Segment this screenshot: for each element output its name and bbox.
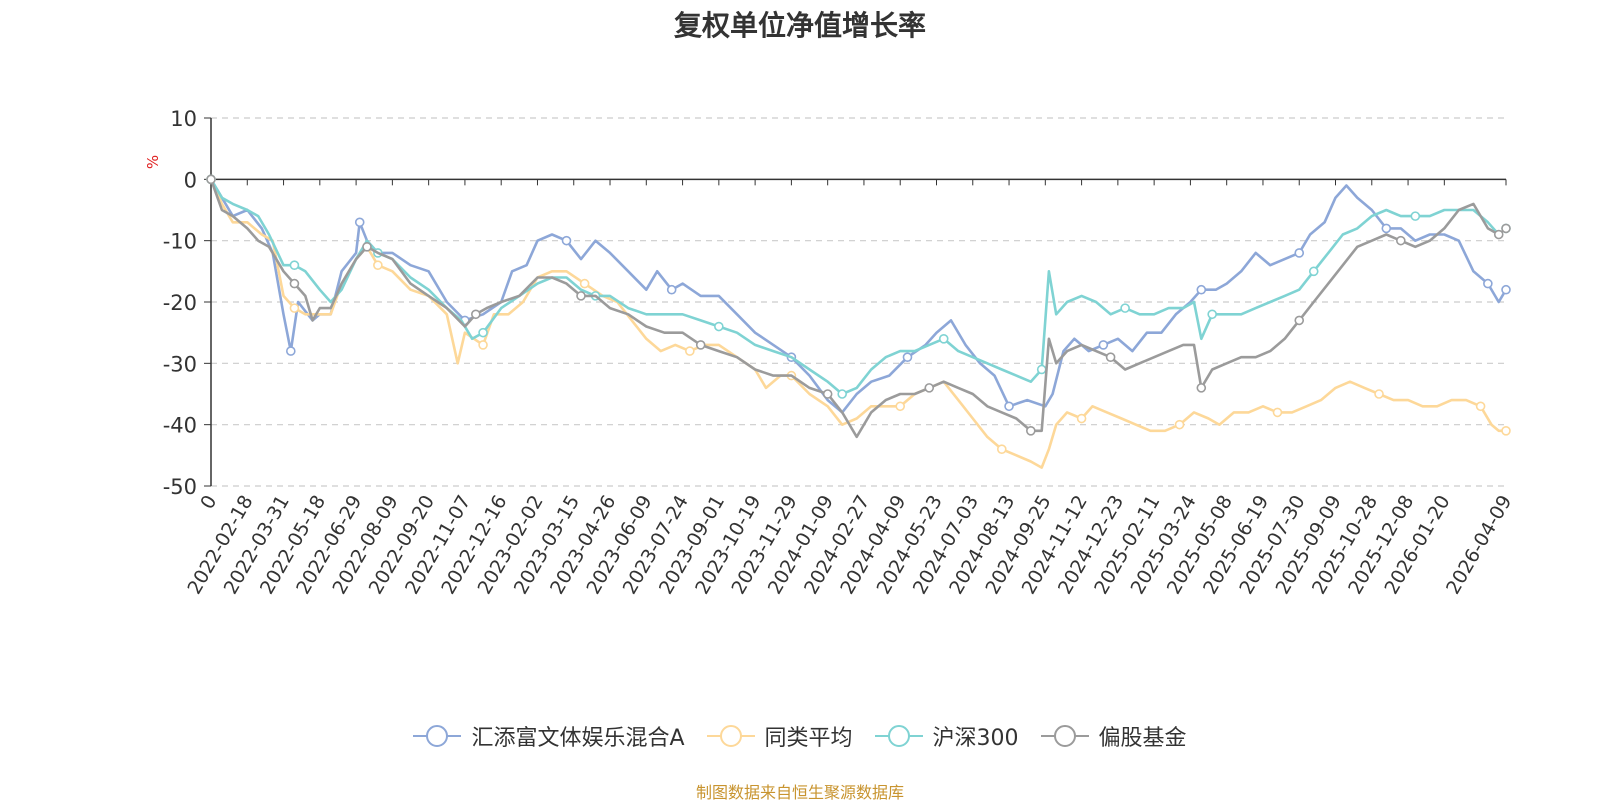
grid-layer <box>211 117 1506 487</box>
series-point <box>1501 425 1511 436</box>
series-point <box>822 389 833 399</box>
series-point <box>1272 407 1283 418</box>
series-point <box>286 346 296 356</box>
series-point <box>289 278 300 289</box>
series-point <box>478 327 488 338</box>
series-point <box>1396 235 1406 246</box>
series-point <box>1374 389 1384 399</box>
series-point <box>1294 315 1305 326</box>
series-point <box>1120 303 1130 313</box>
y-tick-label: -40 <box>163 414 197 438</box>
series-point <box>579 278 590 289</box>
legend-line-icon <box>1040 725 1089 747</box>
series-point <box>1196 383 1207 393</box>
series-point <box>1004 401 1014 412</box>
axes-layer: 100-10-20-30-40-5002022-02-182022-03-312… <box>163 107 1517 598</box>
series-peer-average-line <box>209 178 1506 469</box>
series-point <box>289 260 300 271</box>
series-point <box>695 340 706 350</box>
series-point <box>685 346 695 356</box>
series-point <box>1501 223 1511 234</box>
legend-item-equity-fund[interactable]: 偏股基金 <box>1040 720 1187 752</box>
series-point <box>895 401 906 412</box>
series-point <box>1207 309 1217 320</box>
series-point <box>1174 419 1185 430</box>
series-point <box>478 340 488 350</box>
chart-plot: 100-10-20-30-40-5002022-02-182022-03-312… <box>144 107 1517 598</box>
series-point <box>1105 352 1116 363</box>
series-point <box>289 303 300 313</box>
legend-label: 偏股基金 <box>1098 726 1187 751</box>
legend-label: 同类平均 <box>764 726 853 751</box>
series-point <box>561 235 572 246</box>
series-equity-fund-line <box>209 178 1507 439</box>
legend-line-icon <box>413 725 462 747</box>
series-point <box>1501 284 1511 295</box>
y-tick-label: -20 <box>163 291 197 315</box>
legend-line-icon <box>874 725 923 747</box>
y-tick-label: -10 <box>163 230 197 254</box>
series-point <box>1026 425 1036 436</box>
series-point <box>924 383 935 393</box>
series-point <box>1076 413 1087 424</box>
series-point <box>354 217 365 228</box>
series-point <box>938 333 949 344</box>
series-point <box>1098 340 1109 350</box>
series-point <box>1294 248 1305 258</box>
x-tick-label: 0 <box>196 492 221 513</box>
x-tick-label: 2026-04-09 <box>1442 492 1516 599</box>
legend-item-peer-average[interactable]: 同类平均 <box>706 720 853 752</box>
series-point <box>902 352 913 363</box>
series-point <box>1410 211 1421 221</box>
legend-item-csi300[interactable]: 沪深300 <box>874 720 1019 752</box>
legend-label: 沪深300 <box>932 726 1019 751</box>
series-point <box>1475 401 1486 412</box>
y-tick-label: 0 <box>184 168 197 192</box>
legend: 汇添富文体娱乐混合A 同类平均 沪深300 偏股基金 <box>0 720 1600 752</box>
series-point <box>1483 278 1493 289</box>
legend-line-icon <box>706 725 755 747</box>
series-point <box>576 291 586 301</box>
series-point <box>1308 266 1319 277</box>
series-point <box>837 389 847 399</box>
series-point <box>666 284 677 295</box>
legend-label: 汇添富文体娱乐混合A <box>471 726 685 751</box>
series-point <box>1036 364 1047 375</box>
series-point <box>1196 284 1207 295</box>
series-point <box>362 242 372 252</box>
y-tick-label: 10 <box>170 107 197 131</box>
series-fund-line <box>209 178 1508 414</box>
y-tick-label: -30 <box>163 352 197 376</box>
chart-title: 复权单位净值增长率 <box>673 9 926 42</box>
y-axis-unit-label: % <box>144 155 162 169</box>
source-note: 制图数据来自恒生聚源数据库 <box>695 783 904 802</box>
legend-item-fund[interactable]: 汇添富文体娱乐混合A <box>413 720 685 752</box>
series-point <box>373 260 383 271</box>
series-layer <box>206 174 1511 469</box>
series-csi300-line <box>209 178 1507 396</box>
series-point <box>1381 223 1392 234</box>
series-point <box>1493 229 1504 240</box>
series-point <box>996 444 1007 455</box>
y-tick-label: -50 <box>163 475 197 499</box>
series-point <box>471 309 481 320</box>
series-point <box>206 174 216 185</box>
series-point <box>714 321 724 332</box>
